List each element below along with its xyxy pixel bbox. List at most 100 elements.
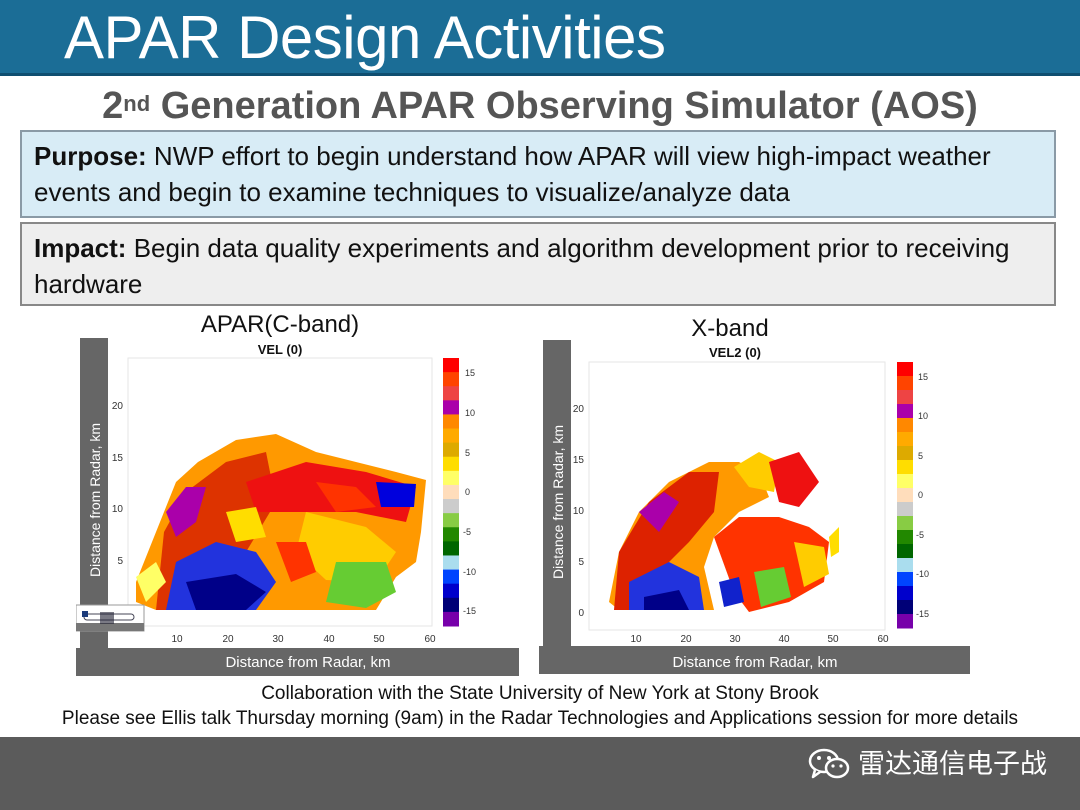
colorbar-tick-labels: 15 10 5 0 -5 -10 -15 xyxy=(916,372,929,619)
y-axis-label: Distance from Radar, km xyxy=(87,423,103,577)
x-tick-label: 60 xyxy=(424,634,436,645)
talk-note: Please see Ellis talk Thursday morning (… xyxy=(61,708,1019,729)
colorbar-segment xyxy=(897,390,913,405)
apar-c-band-plot: APAR(C-band) VEL (0) Distance from Radar… xyxy=(76,312,519,676)
colorbar-segment xyxy=(897,614,913,629)
colorbar-tick-labels: 15 10 5 0 -5 -10 -15 xyxy=(463,368,476,616)
chart-title: APAR(C-band) xyxy=(201,312,359,338)
velocity-field xyxy=(609,452,839,612)
colorbar-segment xyxy=(443,513,459,528)
colorbar-segment xyxy=(443,358,459,373)
colorbar-tick-label: 0 xyxy=(918,490,923,500)
colorbar-segment xyxy=(443,583,459,599)
x-axis-bar xyxy=(76,648,519,676)
colorbar-segment xyxy=(443,442,459,458)
colorbar-segment xyxy=(443,611,459,627)
x-tick-label: 20 xyxy=(680,634,692,645)
colorbar-segment xyxy=(897,488,913,503)
colorbar-segment xyxy=(897,432,913,447)
colorbar-tick-label: 0 xyxy=(465,487,470,497)
x-axis-bar xyxy=(539,646,970,674)
x-tick-labels: 10 20 30 40 50 60 xyxy=(171,634,436,645)
y-tick-label: 5 xyxy=(117,556,123,567)
x-tick-label: 40 xyxy=(778,634,790,645)
subtitle-ordinal: 2 xyxy=(102,85,124,127)
colorbar-segment xyxy=(443,414,459,430)
collaboration-note: Collaboration with the State University … xyxy=(261,683,819,704)
colorbar-segment xyxy=(897,362,913,377)
colorbar-segment xyxy=(897,474,913,489)
y-axis-bar xyxy=(543,340,571,648)
colorbar-tick-label: 10 xyxy=(465,408,475,418)
y-tick-label: 10 xyxy=(112,504,124,515)
brand: 雷达通信电子战 xyxy=(808,744,1047,784)
colorbar-segment xyxy=(443,541,459,556)
colorbar-tick-label: 10 xyxy=(918,411,928,421)
colorbar-segment xyxy=(897,376,913,391)
y-tick-label: 20 xyxy=(112,401,124,412)
x-axis-label: Distance from Radar, km xyxy=(225,654,390,671)
y-tick-label: 15 xyxy=(112,453,124,464)
x-tick-label: 10 xyxy=(171,634,183,645)
x-tick-label: 60 xyxy=(877,634,889,645)
purpose-label: Purpose: xyxy=(34,141,147,171)
colorbar-segment xyxy=(897,544,913,559)
impact-label: Impact: xyxy=(34,233,127,263)
y-axis-label: Distance from Radar, km xyxy=(550,425,566,579)
bottom-bar xyxy=(0,737,1080,810)
x-axis-label: Distance from Radar, km xyxy=(672,654,837,671)
colorbar-tick-label: -10 xyxy=(916,569,929,579)
colorbar-segment xyxy=(897,530,913,545)
x-tick-label: 40 xyxy=(323,634,335,645)
impact-text: Begin data quality experiments and algor… xyxy=(34,233,1010,299)
chart-title: X-band xyxy=(691,315,768,342)
colorbar-segment xyxy=(443,470,459,486)
colorbar-segment xyxy=(443,372,459,387)
colorbar-tick-label: 5 xyxy=(918,451,923,461)
aircraft-thumbnail xyxy=(76,604,145,632)
impact-box: Impact: Begin data quality experiments a… xyxy=(20,222,1056,306)
subtitle-ordinal-suffix: nd xyxy=(123,91,151,116)
colorbar-segment xyxy=(897,600,913,615)
colorbar-tick-label: -15 xyxy=(463,606,476,616)
purpose-box: Purpose: NWP effort to begin understand … xyxy=(20,130,1056,218)
x-tick-labels: 10 20 30 40 50 60 xyxy=(630,634,889,645)
velocity-field xyxy=(136,434,426,610)
colorbar-tick-label: -5 xyxy=(916,530,924,540)
x-band-plot: X-band VEL2 (0) Distance from Radar, km … xyxy=(539,315,970,674)
chart-subtitle: VEL2 (0) xyxy=(709,345,761,360)
x-tick-label: 30 xyxy=(272,634,284,645)
y-tick-label: 10 xyxy=(573,506,585,517)
x-tick-label: 50 xyxy=(373,634,385,645)
slide-subtitle: 2nd Generation APAR Observing Simulator … xyxy=(0,82,1080,130)
colorbar-segment xyxy=(443,484,459,500)
colorbar-segment xyxy=(443,527,459,542)
subtitle-text: Generation APAR Observing Simulator (AOS… xyxy=(150,85,978,127)
colorbar-segment xyxy=(443,456,459,472)
colorbar-tick-label: 15 xyxy=(465,368,475,378)
colorbar-tick-label: -5 xyxy=(463,527,471,537)
x-tick-label: 20 xyxy=(222,634,234,645)
colorbar-segment xyxy=(443,386,459,401)
x-tick-label: 30 xyxy=(729,634,741,645)
colorbar-tick-label: -10 xyxy=(463,567,476,577)
colorbar-segment xyxy=(443,499,459,514)
colorbar-segment xyxy=(897,460,913,475)
colorbar-segment xyxy=(897,446,913,461)
colorbar-segment xyxy=(897,404,913,419)
y-tick-labels: 5 10 15 20 xyxy=(112,401,124,567)
colorbar-segment xyxy=(897,502,913,517)
colorbar-segment xyxy=(443,400,459,415)
y-tick-label: 0 xyxy=(578,608,584,619)
colorbar-segment xyxy=(443,569,459,585)
colorbar-segment xyxy=(897,572,913,587)
colorbar xyxy=(443,358,459,627)
colorbar-tick-label: 5 xyxy=(465,448,470,458)
x-tick-label: 50 xyxy=(827,634,839,645)
wechat-icon xyxy=(808,748,850,779)
title-bar: APAR Design Activities xyxy=(0,0,1080,76)
y-tick-label: 20 xyxy=(573,404,585,415)
chart-subtitle: VEL (0) xyxy=(258,342,303,357)
colorbar-segment xyxy=(443,597,459,613)
x-tick-label: 10 xyxy=(630,634,642,645)
